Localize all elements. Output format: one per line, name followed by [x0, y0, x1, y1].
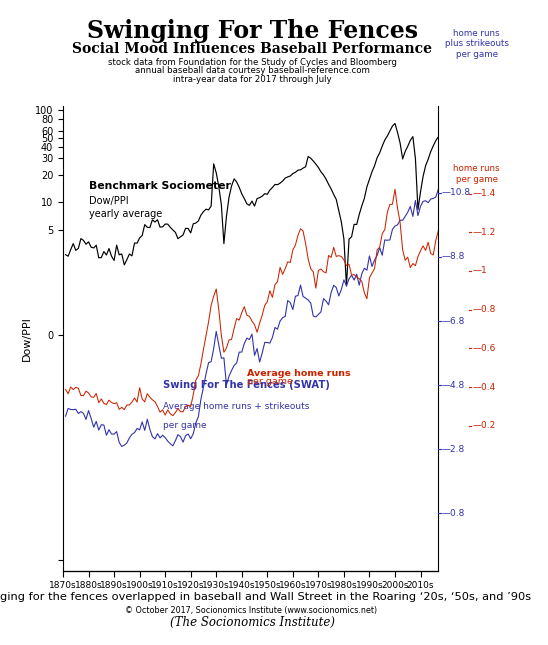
Text: Social Mood Influences Baseball Performance: Social Mood Influences Baseball Performa…	[72, 42, 432, 56]
Text: —1.2: —1.2	[472, 228, 495, 237]
Text: —10.8: —10.8	[441, 188, 470, 197]
Text: (The Socionomics Institute): (The Socionomics Institute)	[169, 616, 335, 629]
Text: Average home runs: Average home runs	[247, 370, 351, 379]
Text: —0.6: —0.6	[472, 344, 496, 353]
Text: —8.8: —8.8	[441, 252, 465, 261]
Text: per game: per game	[247, 377, 293, 386]
Text: home runs
plus strikeouts
per game: home runs plus strikeouts per game	[445, 29, 509, 59]
Text: —1: —1	[472, 266, 487, 275]
Text: © October 2017, Socionomics Institute (www.socionomics.net): © October 2017, Socionomics Institute (w…	[124, 606, 377, 615]
Y-axis label: Dow/PPI: Dow/PPI	[22, 316, 32, 361]
Text: —2.8: —2.8	[441, 444, 464, 453]
Text: stock data from Foundation for the Study of Cycles and Bloomberg: stock data from Foundation for the Study…	[107, 58, 397, 67]
Text: —1.4: —1.4	[472, 189, 495, 198]
Text: Swing For The Fences (SWAT): Swing For The Fences (SWAT)	[163, 381, 329, 390]
Text: —6.8: —6.8	[441, 317, 465, 326]
Text: —0.8: —0.8	[441, 509, 465, 518]
Text: Average home runs + strikeouts: Average home runs + strikeouts	[163, 402, 309, 411]
Text: intra-year data for 2017 through July: intra-year data for 2017 through July	[173, 75, 332, 84]
Text: annual baseball data courtesy baseball-reference.com: annual baseball data courtesy baseball-r…	[135, 66, 369, 75]
Text: Dow/PPI: Dow/PPI	[89, 196, 128, 206]
Text: —0.2: —0.2	[472, 421, 495, 430]
Text: per game: per game	[163, 421, 206, 430]
Text: Benchmark Sociometer: Benchmark Sociometer	[89, 181, 230, 191]
Text: —0.4: —0.4	[472, 382, 495, 392]
Text: Swinging for the fences overlapped in baseball and Wall Street in the Roaring ‘2: Swinging for the fences overlapped in ba…	[0, 592, 531, 602]
Text: Swinging For The Fences: Swinging For The Fences	[87, 19, 418, 43]
Text: home runs
per game: home runs per game	[453, 164, 500, 184]
Text: yearly average: yearly average	[89, 208, 162, 219]
Text: —4.8: —4.8	[441, 381, 464, 390]
Text: —0.8: —0.8	[472, 305, 496, 314]
